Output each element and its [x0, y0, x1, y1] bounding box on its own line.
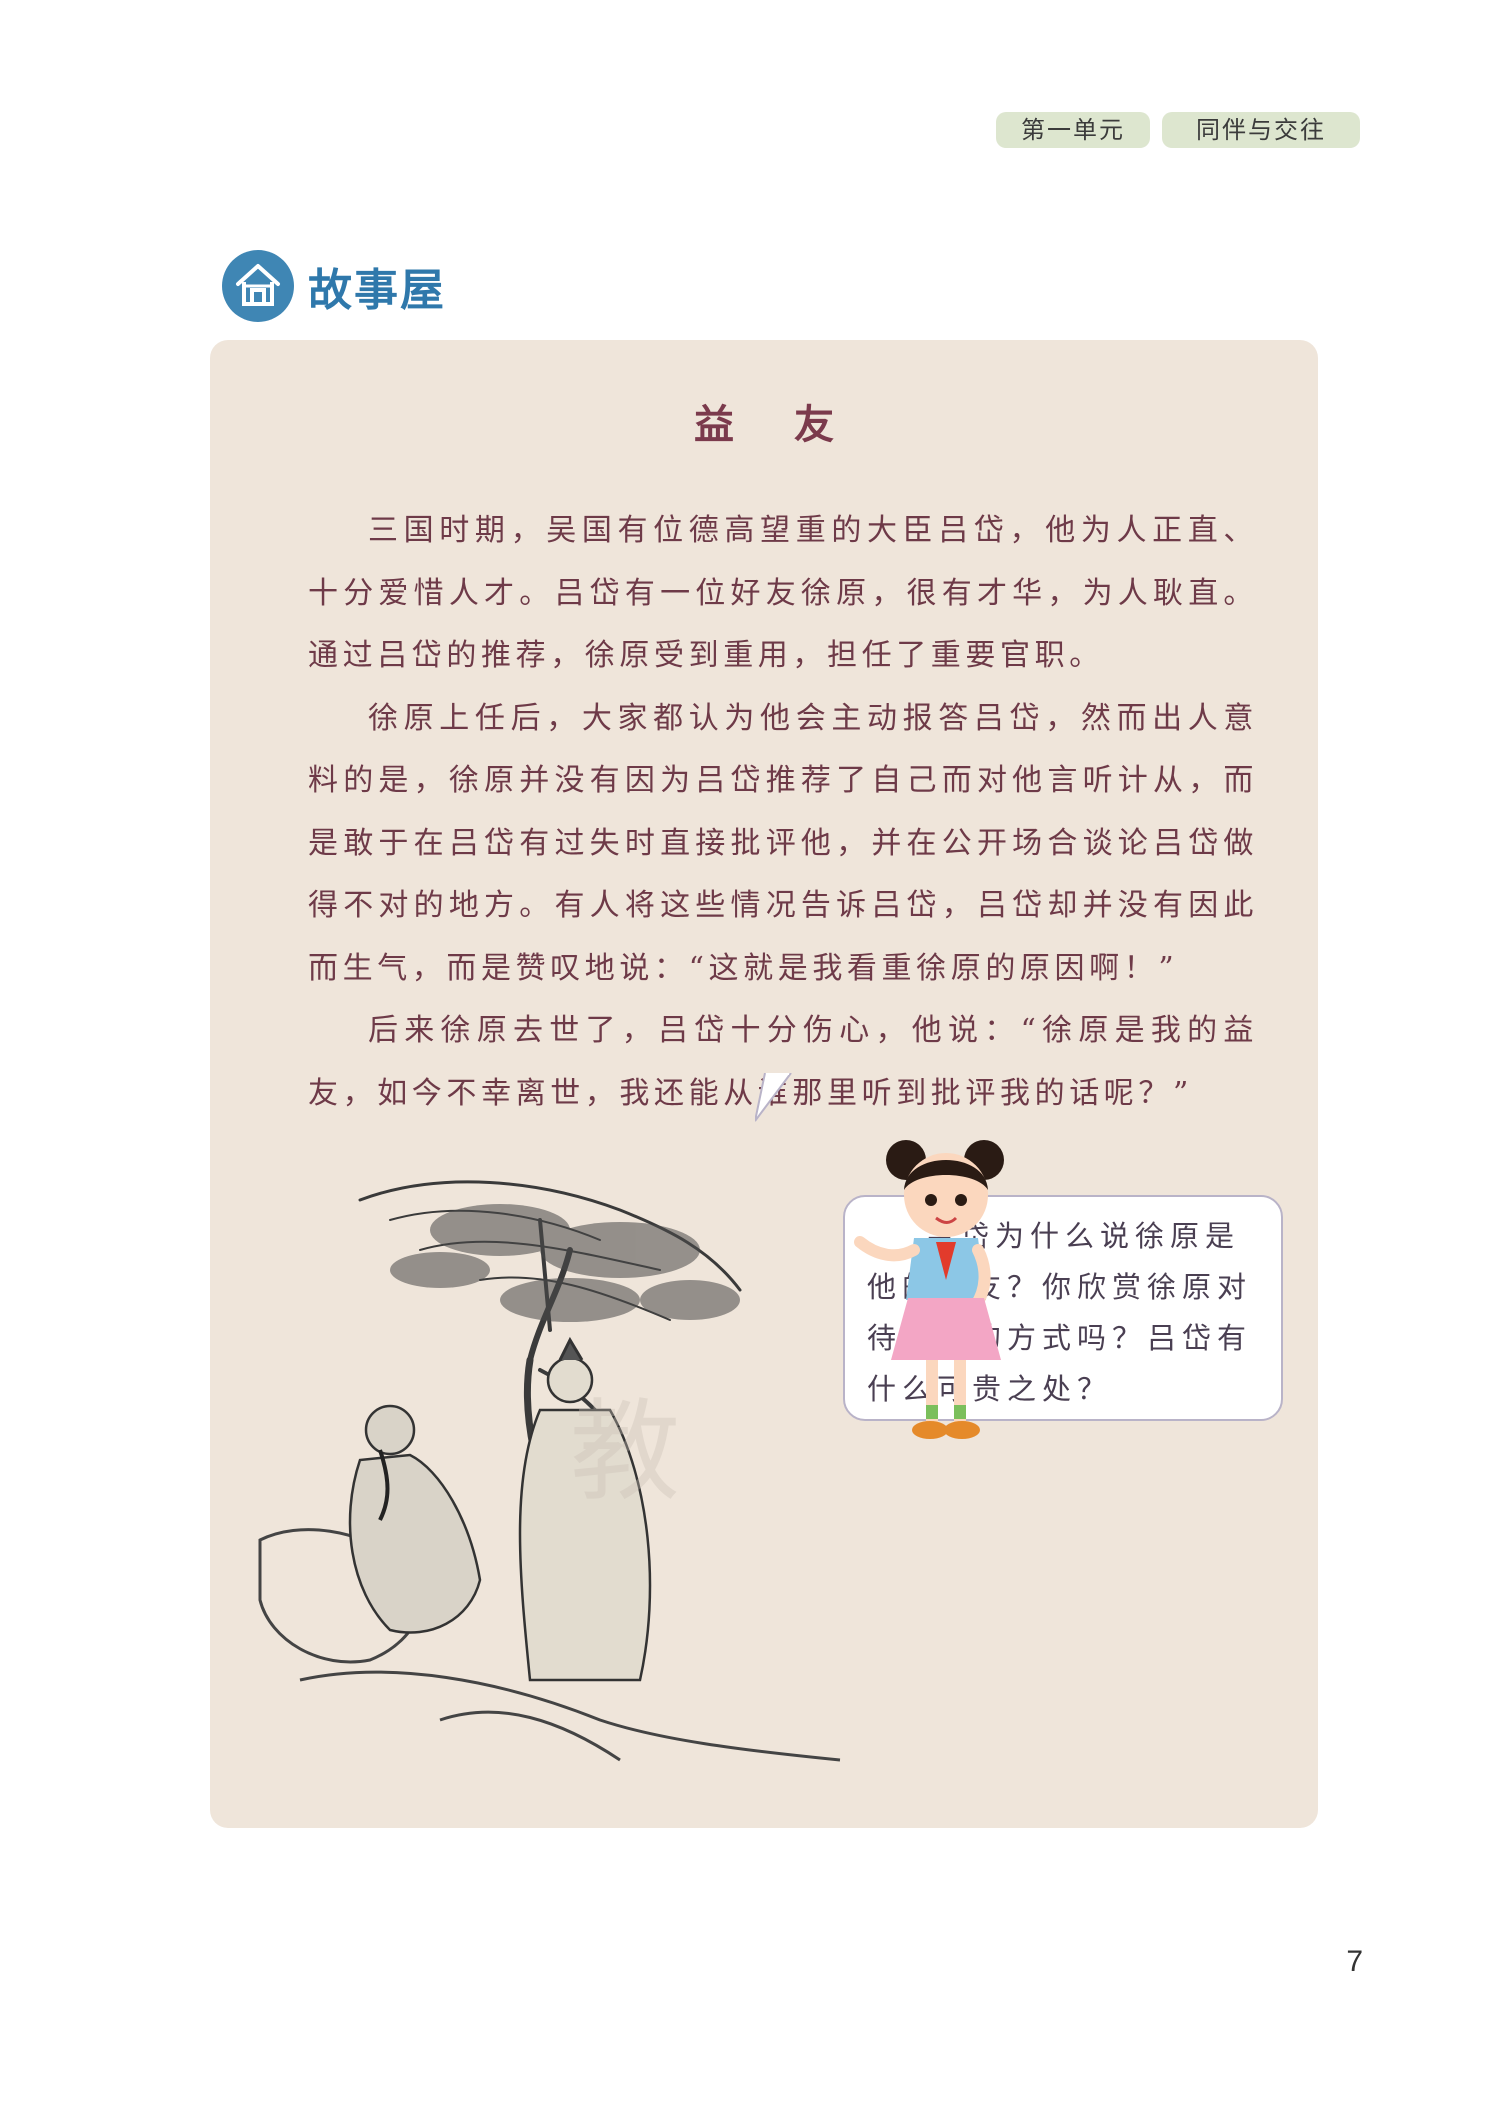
- bubble-tail: [755, 1073, 792, 1122]
- story-box: 益友 三国时期，吴国有位德高望重的大臣吕岱，他为人正直、十分爱惜人才。吕岱有一位…: [210, 340, 1318, 1828]
- story-paragraph-3: 后来徐原去世了，吕岱十分伤心，他说：“徐原是我的益友，如今不幸离世，我还能从谁那…: [308, 1013, 1258, 1111]
- svg-text:教: 教: [570, 1388, 680, 1516]
- header-tags: 第一单元 同伴与交往: [996, 112, 1360, 148]
- unit-tag: 第一单元: [996, 112, 1150, 148]
- story-body: 三国时期，吴国有位德高望重的大臣吕岱，他为人正直、十分爱惜人才。吕岱有一位好友徐…: [308, 500, 1258, 1125]
- section-title: 故事屋: [308, 265, 446, 316]
- topic-tag: 同伴与交往: [1162, 112, 1360, 148]
- girl-character: [854, 1140, 1004, 1439]
- story-paragraph-2: 徐原上任后，大家都认为他会主动报答吕岱，然而出人意料的是，徐原并没有因为吕岱推荐…: [308, 700, 1258, 986]
- story-paragraph-1: 三国时期，吴国有位德高望重的大臣吕岱，他为人正直、十分爱惜人才。吕岱有一位好友徐…: [308, 513, 1258, 673]
- house-icon: [222, 250, 294, 322]
- section-header: 故事屋: [222, 250, 446, 322]
- story-title: 益友: [694, 402, 894, 448]
- page-number: 7: [1346, 1945, 1363, 1978]
- ink-illustration: 教: [258, 1180, 841, 1762]
